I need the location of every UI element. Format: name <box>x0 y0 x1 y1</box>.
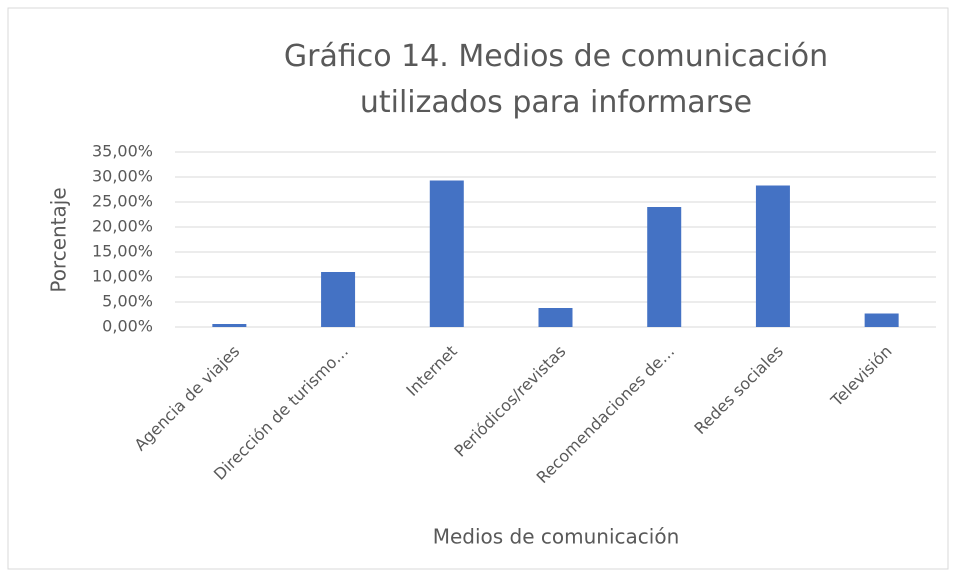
bar <box>321 272 356 327</box>
bar <box>212 324 247 327</box>
y-tick-label: 0,00% <box>102 317 153 336</box>
y-tick-label: 25,00% <box>92 192 153 211</box>
y-tick-label: 30,00% <box>92 167 153 186</box>
bar <box>755 185 790 327</box>
bar <box>429 180 464 327</box>
y-axis-label: Porcentaje <box>47 187 71 292</box>
bar <box>647 207 682 327</box>
y-tick-label: 20,00% <box>92 217 153 236</box>
x-axis-label: Medios de comunicación <box>433 525 680 549</box>
bar <box>864 313 899 327</box>
y-tick-label: 5,00% <box>102 292 153 311</box>
chart-border <box>7 7 949 570</box>
y-tick-label: 35,00% <box>92 142 153 161</box>
bar <box>538 308 573 327</box>
y-tick-label: 10,00% <box>92 267 153 286</box>
chart-title: Gráfico 14. Medios de comunicación utili… <box>283 39 829 120</box>
y-tick-label: 15,00% <box>92 242 153 261</box>
